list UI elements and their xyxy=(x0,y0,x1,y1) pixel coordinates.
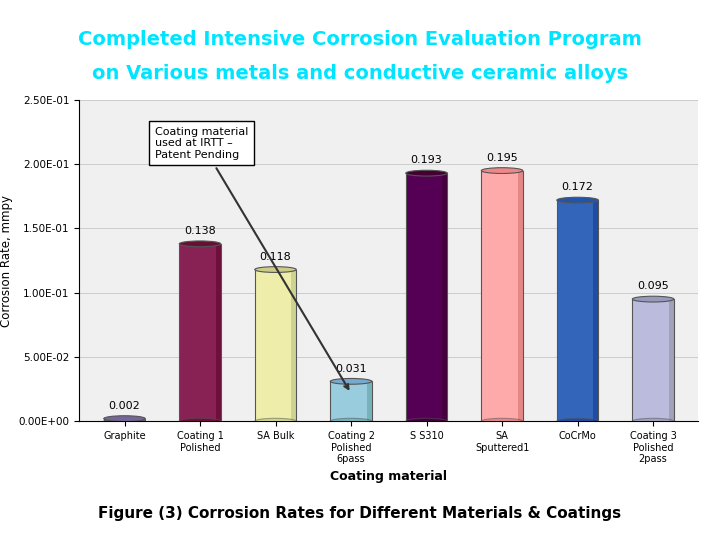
Bar xyxy=(632,299,674,421)
Text: 0.172: 0.172 xyxy=(562,183,593,192)
Ellipse shape xyxy=(557,418,598,424)
Text: Completed Intensive Corrosion Evaluation Program: Completed Intensive Corrosion Evaluation… xyxy=(78,30,642,49)
Ellipse shape xyxy=(557,197,598,203)
Text: 0.195: 0.195 xyxy=(486,153,518,163)
Bar xyxy=(292,269,297,421)
Ellipse shape xyxy=(330,379,372,384)
Ellipse shape xyxy=(406,170,447,176)
Bar xyxy=(518,171,523,421)
Text: 0.138: 0.138 xyxy=(184,226,216,236)
Bar xyxy=(255,269,297,421)
Ellipse shape xyxy=(632,418,674,424)
Ellipse shape xyxy=(632,296,674,302)
Text: 0.095: 0.095 xyxy=(637,281,669,292)
Text: 0.193: 0.193 xyxy=(410,156,442,165)
Bar xyxy=(481,171,523,421)
Text: 0.031: 0.031 xyxy=(336,363,367,374)
Bar xyxy=(140,418,145,421)
Bar xyxy=(593,200,598,421)
Ellipse shape xyxy=(406,418,447,424)
Ellipse shape xyxy=(255,418,297,424)
Bar xyxy=(442,173,447,421)
Ellipse shape xyxy=(104,418,145,424)
Y-axis label: Corrosion Rate, mmpy: Corrosion Rate, mmpy xyxy=(0,194,13,327)
Ellipse shape xyxy=(179,418,221,424)
Bar xyxy=(557,200,598,421)
Bar xyxy=(330,381,372,421)
Text: on Various metals and conductive ceramic alloys: on Various metals and conductive ceramic… xyxy=(92,64,628,83)
Text: 0.118: 0.118 xyxy=(260,252,292,262)
Ellipse shape xyxy=(481,418,523,424)
Bar xyxy=(366,381,372,421)
Bar xyxy=(216,244,221,421)
Bar xyxy=(406,173,447,421)
Text: Coating material
used at IRTT –
Patent Pending: Coating material used at IRTT – Patent P… xyxy=(155,126,348,389)
Ellipse shape xyxy=(179,241,221,247)
Ellipse shape xyxy=(104,416,145,422)
X-axis label: Coating material: Coating material xyxy=(330,470,447,483)
Text: Figure (3) Corrosion Rates for Different Materials & Coatings: Figure (3) Corrosion Rates for Different… xyxy=(99,506,621,521)
Ellipse shape xyxy=(481,168,523,173)
Bar xyxy=(179,244,221,421)
Ellipse shape xyxy=(255,267,297,273)
Bar xyxy=(669,299,674,421)
Bar xyxy=(104,418,145,421)
Ellipse shape xyxy=(330,418,372,424)
Text: 0.002: 0.002 xyxy=(109,401,140,411)
